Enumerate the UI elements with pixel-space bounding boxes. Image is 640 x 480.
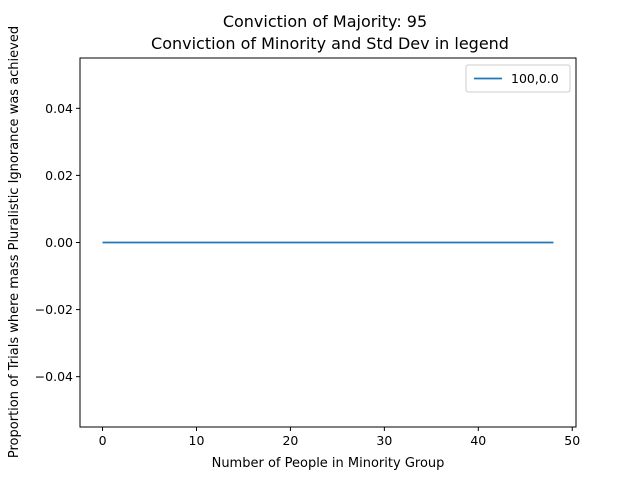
x-tick-label: 40 bbox=[470, 433, 486, 448]
x-tick-label: 30 bbox=[376, 433, 392, 448]
chart-title: Conviction of Majority: 95 bbox=[223, 12, 427, 31]
y-axis-label: Proportion of Trials where mass Pluralis… bbox=[7, 26, 22, 458]
legend-label: 100,0.0 bbox=[511, 71, 559, 86]
chart-subtitle: Conviction of Minority and Std Dev in le… bbox=[151, 34, 509, 53]
x-tick-label: 20 bbox=[282, 433, 298, 448]
legend: 100,0.0 bbox=[465, 64, 571, 93]
x-tick-label: 0 bbox=[99, 433, 107, 448]
y-tick-label: 0.00 bbox=[45, 235, 73, 250]
y-tick-label: −0.04 bbox=[35, 369, 73, 384]
y-tick-label: 0.02 bbox=[45, 168, 73, 183]
y-tick-label: −0.02 bbox=[35, 302, 73, 317]
legend-box bbox=[465, 64, 571, 93]
x-tick-label: 50 bbox=[564, 433, 580, 448]
y-axis-ticks: −0.04 −0.02 0.00 0.02 0.04 bbox=[35, 101, 80, 384]
x-tick-label: 10 bbox=[189, 433, 205, 448]
x-axis-label: Number of People in Minority Group bbox=[212, 456, 445, 471]
x-axis-ticks: 0 10 20 30 40 50 bbox=[99, 427, 580, 448]
y-tick-label: 0.04 bbox=[45, 101, 73, 116]
